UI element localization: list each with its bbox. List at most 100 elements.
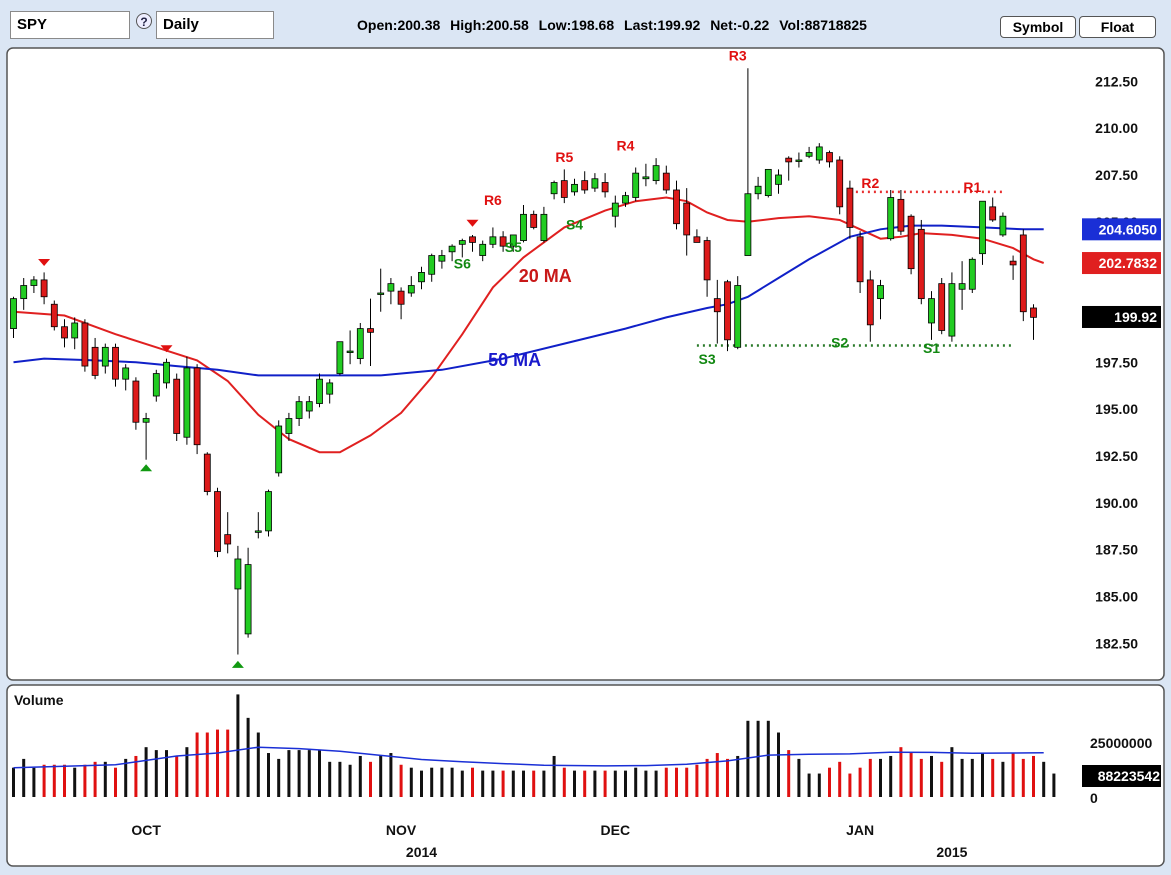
volume-bar — [185, 747, 189, 797]
candle-down — [713, 298, 721, 313]
date-axis-label: JAN — [846, 822, 874, 838]
pivot-label: R3 — [729, 48, 747, 64]
candle-down — [724, 281, 731, 341]
pivot-label: R4 — [617, 138, 635, 154]
pivot-label: S3 — [699, 351, 716, 367]
candle-down — [693, 236, 701, 243]
volume-bar — [736, 755, 740, 797]
candle-up — [285, 418, 293, 434]
candle-down — [173, 378, 181, 434]
candle-down — [836, 159, 844, 208]
candle-up — [234, 558, 242, 590]
volume-bar — [573, 770, 576, 797]
candle-up — [326, 382, 334, 395]
candle-up — [489, 236, 497, 245]
candle-up — [336, 341, 344, 374]
volume-bar — [562, 767, 566, 797]
volume-tag — [1082, 765, 1161, 787]
price-tick-label: 212.50 — [1095, 73, 1138, 89]
volume-title: Volume — [14, 692, 64, 708]
candle-up — [448, 245, 456, 253]
candle-down — [112, 346, 119, 380]
price-tag-label: 199.92 — [1114, 309, 1157, 325]
volume-bar — [838, 761, 842, 797]
candle-up — [407, 285, 415, 294]
candle-down — [866, 279, 874, 326]
candle-down — [397, 290, 405, 305]
symbol-button[interactable]: Symbol — [1000, 16, 1076, 38]
volume-bar — [348, 764, 352, 797]
candle-down — [40, 279, 48, 298]
candle-up — [968, 258, 976, 290]
ma-label: 50 MA — [488, 350, 541, 370]
volume-bar — [481, 770, 485, 797]
pivot-high-marker — [466, 219, 479, 227]
volume-bar — [83, 764, 87, 797]
volume-bar — [583, 770, 587, 797]
candle-down — [81, 322, 89, 367]
volume-bar — [919, 758, 923, 797]
pivot-labels: R3 R4 R5 R6 R2 R1 S6 S5 S4 S3 S2 S1 — [454, 48, 982, 367]
candle-up — [958, 283, 966, 290]
candle-down — [560, 180, 568, 198]
candle-down — [662, 172, 670, 191]
volume-bar — [644, 770, 648, 797]
quote-low: Low:198.68 — [538, 17, 615, 33]
candle-up — [254, 530, 262, 533]
volume-bar — [236, 694, 240, 797]
volume-bar — [1052, 773, 1056, 797]
help-icon[interactable]: ? — [136, 13, 152, 29]
price-tag — [1082, 218, 1161, 241]
candle-up — [346, 350, 354, 353]
candle-up — [122, 367, 130, 380]
price-tag — [1082, 252, 1161, 275]
volume-tick-label: 25000000 — [1090, 735, 1153, 751]
price-tag-label: 204.6050 — [1099, 221, 1158, 237]
pivot-label: S2 — [831, 334, 848, 350]
candle-up — [979, 200, 986, 255]
float-button[interactable]: Float — [1079, 16, 1156, 38]
volume-bar — [175, 755, 179, 797]
volume-bar — [746, 720, 750, 797]
support-resistance-lines — [696, 190, 1014, 347]
volume-bar — [807, 773, 811, 797]
candle-up — [356, 328, 364, 359]
moving-average-line — [13, 196, 1045, 454]
candle-up — [887, 197, 895, 240]
candle-up — [652, 165, 660, 182]
candle-up — [734, 285, 742, 348]
candle-down — [61, 326, 68, 339]
pivot-high-marker — [38, 259, 51, 267]
candle-down — [785, 157, 793, 163]
pivot-label: S1 — [923, 340, 940, 356]
candle-up — [928, 298, 935, 324]
quote-net: Net:-0.22 — [710, 17, 770, 33]
pivot-label: S6 — [454, 256, 471, 272]
candle-down — [673, 189, 680, 225]
volume-bar — [1011, 753, 1015, 797]
date-axis-label: 2015 — [936, 844, 967, 860]
candle-down — [1019, 234, 1027, 313]
candle-up — [142, 418, 150, 423]
volume-bar — [1021, 758, 1025, 797]
volume-bar — [307, 750, 311, 797]
volume-bar — [879, 758, 882, 797]
candle-up — [999, 215, 1007, 236]
symbol-input[interactable]: SPY — [10, 11, 130, 39]
volume-bar — [715, 753, 719, 797]
price-tick-label: 190.00 — [1095, 495, 1138, 511]
volume-bar — [848, 773, 852, 797]
volume-bar — [409, 767, 413, 797]
volume-bar — [532, 770, 536, 797]
volume-bar — [828, 767, 831, 797]
candle-up — [458, 240, 466, 245]
pivot-markers — [38, 219, 479, 668]
pivot-label: S5 — [505, 239, 522, 255]
volume-bar — [328, 761, 332, 797]
candle-down — [214, 491, 221, 552]
volume-bar — [103, 761, 107, 797]
date-axis-label: NOV — [386, 822, 417, 838]
candle-down — [581, 180, 589, 191]
period-select[interactable]: Daily — [156, 11, 274, 39]
